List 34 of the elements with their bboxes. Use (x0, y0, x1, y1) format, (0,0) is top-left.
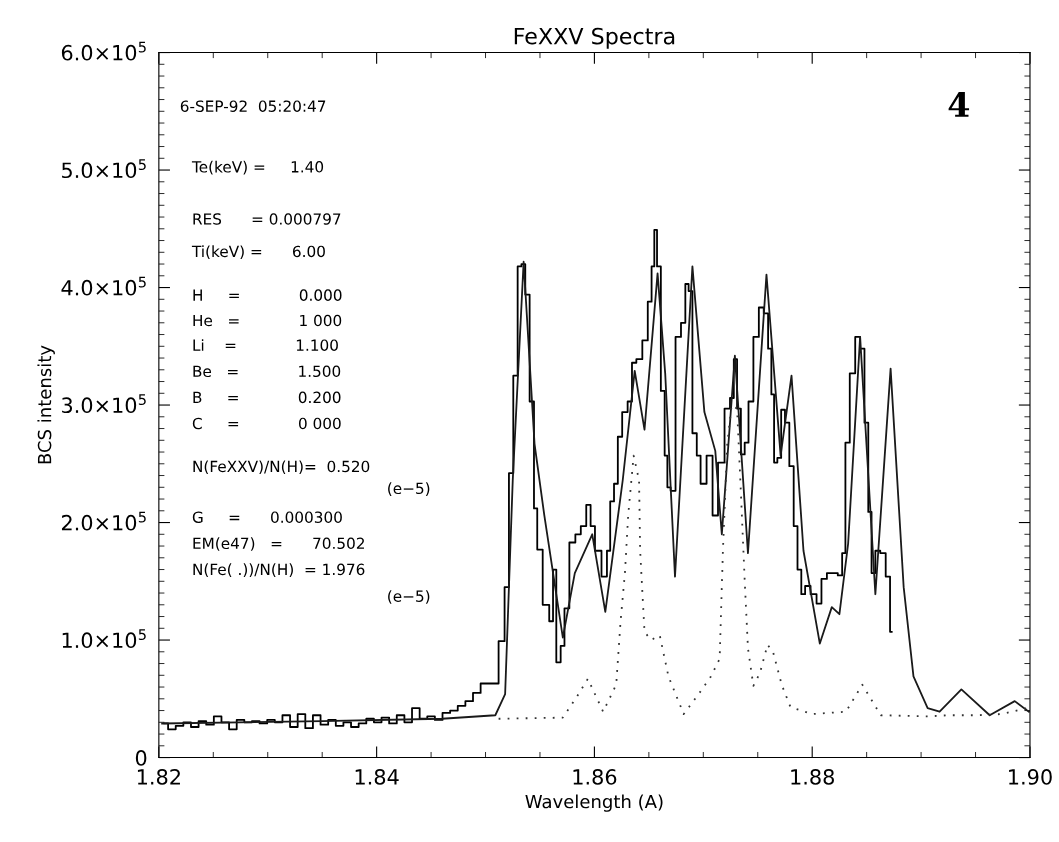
annotation: Be = 1.500 (193, 365, 341, 378)
annotation: RES = 0.000797 (193, 213, 341, 225)
chart-title: FeXXV Spectra (514, 27, 675, 49)
y-tick-label: 3.0×10$^{5}$ (62, 394, 146, 414)
y-tick-label: 0 (135, 750, 147, 766)
y-tick-label: 4.0×10$^{5}$ (61, 276, 146, 296)
annotation: 4 (948, 91, 970, 117)
annotation: N(FeXXV)/N(H)= 0.520 (193, 460, 370, 475)
annotation: N(Fe( .))/N(H) = 1.976 (193, 563, 365, 577)
annotation: B = 0.200 (193, 391, 341, 404)
annotation: (e−5) (388, 590, 430, 604)
annotation: (e−5) (388, 482, 430, 496)
line-series (161, 260, 1030, 725)
annotation: C = 0 000 (192, 417, 341, 430)
x-tick-label: 1.82 (137, 769, 180, 785)
x-tick-label: 1.90 (1009, 769, 1052, 785)
x-tick-label: 1.84 (355, 769, 399, 785)
x-tick-label: 1.86 (573, 769, 617, 785)
annotation: Ti(keV) = 6.00 (191, 245, 325, 259)
x-tick-label: 1.88 (791, 769, 834, 785)
y-tick-label: 1.0×10$^{5}$ (62, 629, 146, 649)
annotation: EM(e47) = 70.502 (193, 537, 364, 551)
y-tick-label: 5.0×10$^{5}$ (62, 159, 146, 179)
x-axis-title: Wavelength (A) (525, 794, 663, 812)
annotation: He = 1 000 (193, 314, 342, 327)
y-axis-title: BCS intensity (37, 345, 55, 464)
annotation: Li = 1.100 (193, 339, 338, 351)
y-tick-label: 2.0×10$^{5}$ (61, 511, 146, 531)
y-tick-label: 6.0×10$^{5}$ (61, 41, 146, 61)
annotation: H = 0.000 (193, 289, 342, 301)
annotation: Te(keV) = 1.40 (191, 160, 324, 175)
line-series (497, 404, 1028, 720)
annotation: G = 0.000300 (192, 511, 342, 523)
annotation: 6-SEP-92 05:20:47 (180, 100, 326, 112)
